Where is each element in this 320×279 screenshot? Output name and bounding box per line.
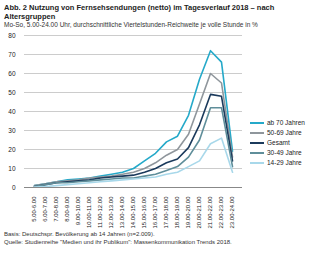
svg-text:10: 10 [8,165,16,172]
svg-text:13.00-14.00: 13.00-14.00 [119,196,125,229]
html-text:50-69 Jahre: 50-69 Jahre [267,129,302,136]
svg-text:40: 40 [8,108,16,115]
svg-text:70: 70 [8,51,16,58]
svg-text:17.00-18.00: 17.00-18.00 [163,196,169,229]
svg-text:18.00-19.00: 18.00-19.00 [174,196,180,229]
html-text:Basis: Deutschspr. Bevölkerung: Basis: Deutschspr. Bevölkerung ab 14 Jah… [4,231,155,237]
html-text:14-29 Jahre: 14-29 Jahre [267,159,302,166]
svg-text:20.00-21.00: 20.00-21.00 [196,196,202,229]
svg-text:20: 20 [8,146,16,153]
html-text:ab 70 Jahren: ab 70 Jahren [267,119,305,126]
svg-text:6.00-7.00: 6.00-7.00 [42,196,48,222]
html-text:30-49 Jahre: 30-49 Jahre [267,149,302,156]
svg-text:5.00-6.00: 5.00-6.00 [31,196,37,222]
svg-text:23.00-24.00: 23.00-24.00 [229,196,235,229]
html-text:Gesamt: Gesamt [267,139,290,146]
svg-text:8.00-9.00: 8.00-9.00 [64,196,70,222]
html-text:Mo-So, 5.00-24.00 Uhr, durchsc: Mo-So, 5.00-24.00 Uhr, durchschnittliche… [4,21,258,28]
svg-text:10.00-11.00: 10.00-11.00 [86,196,92,228]
svg-text:9.00-10.00: 9.00-10.00 [75,196,81,225]
html-text:Abb. 2 Nutzung von Fernsehsend: Abb. 2 Nutzung von Fernsehsendungen (net… [4,3,275,21]
html-text:Quelle: Studienreihe "Medien u: Quelle: Studienreihe "Medien und ihr Pub… [4,239,232,245]
svg-text:21.00-22.00: 21.00-22.00 [207,196,213,229]
svg-text:15.00-16.00: 15.00-16.00 [141,196,147,229]
svg-text:11.00-12.00: 11.00-12.00 [97,196,103,228]
svg-text:80: 80 [8,32,16,39]
svg-text:12.00-13.00: 12.00-13.00 [108,196,114,229]
svg-text:7.00-8.00: 7.00-8.00 [53,196,59,222]
svg-text:14.00-15.00: 14.00-15.00 [130,196,136,229]
svg-text:50: 50 [8,89,16,96]
svg-text:22.00-23.00: 22.00-23.00 [218,196,224,229]
svg-text:60: 60 [8,70,16,77]
svg-text:0: 0 [12,184,16,191]
svg-text:30: 30 [8,127,16,134]
svg-text:16.00-17.00: 16.00-17.00 [152,196,158,229]
svg-text:19.00-20.00: 19.00-20.00 [185,196,191,229]
